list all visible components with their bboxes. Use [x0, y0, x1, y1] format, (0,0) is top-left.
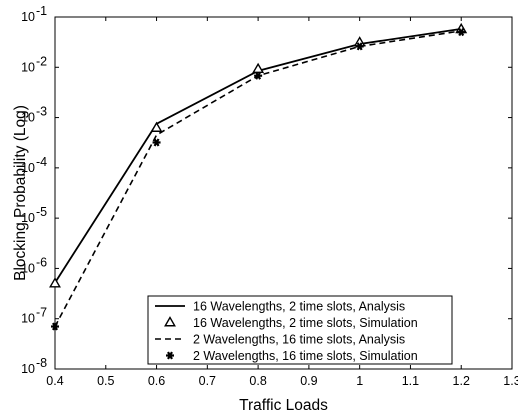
x-tick-label: 0.5	[97, 374, 114, 388]
y-tick-exponent: -8	[36, 356, 47, 370]
x-tick-label: 0.9	[300, 374, 317, 388]
legend-label: 16 Wavelengths, 2 time slots, Simulation	[193, 316, 418, 330]
y-tick-exponent: -7	[36, 306, 47, 320]
x-tick-label: 0.8	[249, 374, 266, 388]
y-tick-exponent: -3	[36, 105, 47, 119]
series-markers	[49, 22, 468, 331]
series-point-star	[152, 138, 161, 147]
y-tick-exponent: -5	[36, 205, 47, 219]
y-tick-label: 10	[21, 111, 35, 125]
x-tick-label: 0.4	[46, 374, 63, 388]
axis-ticks: 0.4 0.5 0.6 0.7 0.8 0.9 1 1.1 1.2 1.310-810-710-6…	[21, 4, 518, 388]
legend-label: 2 Wavelengths, 16 time slots, Analysis	[193, 333, 405, 347]
y-axis-label: Blocking Probability (Log)	[12, 105, 29, 281]
y-tick-exponent: -4	[36, 155, 47, 169]
y-tick-label: 10	[21, 211, 35, 225]
legend-entry: 16 Wavelengths, 2 time slots, Analysis	[155, 300, 405, 314]
series-point-star	[355, 42, 364, 51]
series-point-star	[51, 322, 59, 331]
x-tick-label: 1.3	[503, 374, 518, 388]
legend-entry: 2 Wavelengths, 16 time slots, Simulation	[166, 349, 418, 363]
x-tick-label: 1.2	[453, 374, 470, 388]
legend-label: 16 Wavelengths, 2 time slots, Analysis	[193, 300, 405, 314]
series-point-star	[457, 28, 466, 37]
series-point-triangle	[252, 62, 265, 74]
y-tick-label: 10	[21, 261, 35, 275]
legend: 16 Wavelengths, 2 time slots, Analysis 16…	[147, 295, 453, 365]
series-point-triangle	[150, 121, 163, 132]
x-tick-label: 1	[356, 374, 363, 388]
x-tick-label: 0.7	[199, 374, 216, 388]
x-tick-label: 0.6	[148, 374, 165, 388]
legend-swatch-triangle	[164, 316, 176, 327]
y-tick-exponent: -2	[36, 54, 47, 68]
series-point-star	[254, 71, 263, 80]
y-tick-label: 10	[21, 312, 35, 326]
y-tick-label: 10	[21, 60, 35, 74]
legend-entry: 16 Wavelengths, 2 time slots, Simulation	[164, 316, 418, 330]
y-tick-label: 10	[21, 362, 35, 376]
y-tick-exponent: -1	[36, 4, 47, 18]
x-axis-label: Traffic Loads	[239, 397, 328, 414]
legend-entry: 2 Wavelengths, 16 time slots, Analysis	[155, 333, 405, 347]
legend-swatch-star	[166, 351, 174, 360]
y-tick-label: 10	[21, 10, 35, 24]
y-tick-exponent: -6	[36, 255, 47, 269]
series-point-triangle	[49, 277, 61, 288]
legend-box	[147, 295, 453, 365]
legend-label: 2 Wavelengths, 16 time slots, Simulation	[193, 349, 418, 363]
x-tick-label: 1.1	[402, 374, 419, 388]
y-tick-label: 10	[21, 161, 35, 175]
